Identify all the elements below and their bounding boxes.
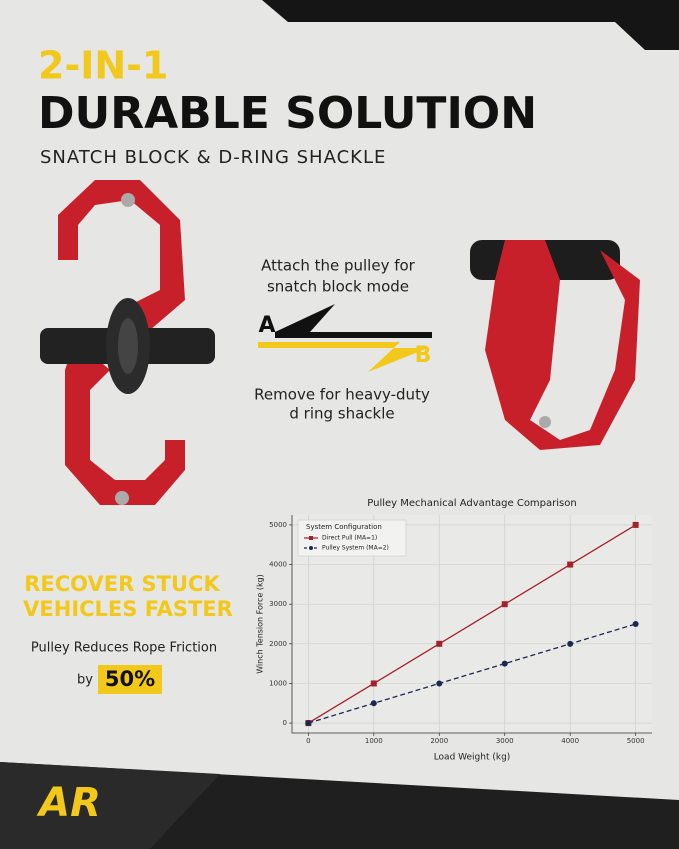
- promo-by: by: [77, 673, 93, 688]
- x-tick-label: 1000: [365, 737, 383, 745]
- y-tick-label: 3000: [269, 600, 287, 608]
- legend-label: Direct Pull (MA=1): [322, 535, 377, 542]
- legend-marker: [309, 536, 313, 540]
- remove-line: Remove for heavy-duty: [254, 386, 430, 404]
- x-tick-label: 2000: [430, 737, 448, 745]
- x-axis-label: Load Weight (kg): [434, 753, 511, 763]
- series-line: [308, 524, 636, 724]
- highlight-box: [98, 665, 162, 694]
- legend-title: System Configuration: [306, 523, 382, 531]
- title: DURABLE SOLUTION: [38, 88, 537, 139]
- data-point: [632, 621, 639, 627]
- logo: AR: [36, 780, 101, 826]
- data-point: [567, 561, 574, 568]
- label-a: A: [258, 313, 275, 338]
- remove-line: d ring shackle: [289, 405, 394, 423]
- data-point: [567, 640, 574, 647]
- y-tick-label: 4000: [269, 561, 287, 569]
- data-point: [436, 680, 443, 687]
- legend-label: Pulley System (MA=2): [322, 545, 389, 552]
- shackle-image: [470, 240, 640, 450]
- title-accent: 2-IN-1: [38, 44, 168, 88]
- promo-highlight: 50%: [105, 667, 155, 691]
- label-b: B: [415, 343, 432, 368]
- arrow-a: [275, 304, 432, 338]
- y-tick-label: 1000: [269, 679, 287, 687]
- data-point: [370, 680, 377, 687]
- data-point: [370, 700, 377, 707]
- x-tick-label: 4000: [561, 737, 579, 745]
- data-point: [305, 720, 312, 727]
- attach-line: Attach the pulley for: [261, 257, 416, 275]
- y-tick-label: 5000: [269, 521, 287, 529]
- x-tick-label: 3000: [496, 737, 514, 745]
- corner-shape: [262, 0, 679, 50]
- x-tick-label: 5000: [627, 737, 645, 745]
- y-tick-label: 0: [283, 719, 287, 727]
- data-point: [501, 601, 508, 608]
- y-tick-label: 2000: [269, 640, 287, 648]
- chart: Pulley Mechanical Advantage Comparison 0 1…: [256, 498, 652, 763]
- promo-text: Pulley Reduces Rope Friction: [31, 641, 217, 656]
- subtitle: SNATCH BLOCK & D-RING SHACKLE: [40, 147, 386, 168]
- y-axis-label: Winch Tension Force (kg): [256, 574, 265, 674]
- attach-line: snatch block mode: [267, 278, 409, 296]
- data-point: [501, 660, 508, 667]
- axes: [291, 515, 652, 734]
- headline: VEHICLES FASTER: [23, 597, 233, 621]
- headline: RECOVER STUCK: [24, 572, 220, 596]
- data-point: [632, 521, 639, 528]
- x-tick-label: 0: [306, 737, 310, 745]
- snatch-block-image: [40, 180, 215, 505]
- series-line: [308, 623, 636, 724]
- arrow-b: [258, 342, 428, 372]
- footer-shade: [0, 762, 220, 849]
- chart-title: Pulley Mechanical Advantage Comparison: [367, 498, 576, 509]
- data-point: [436, 640, 443, 647]
- legend-marker: [309, 546, 313, 550]
